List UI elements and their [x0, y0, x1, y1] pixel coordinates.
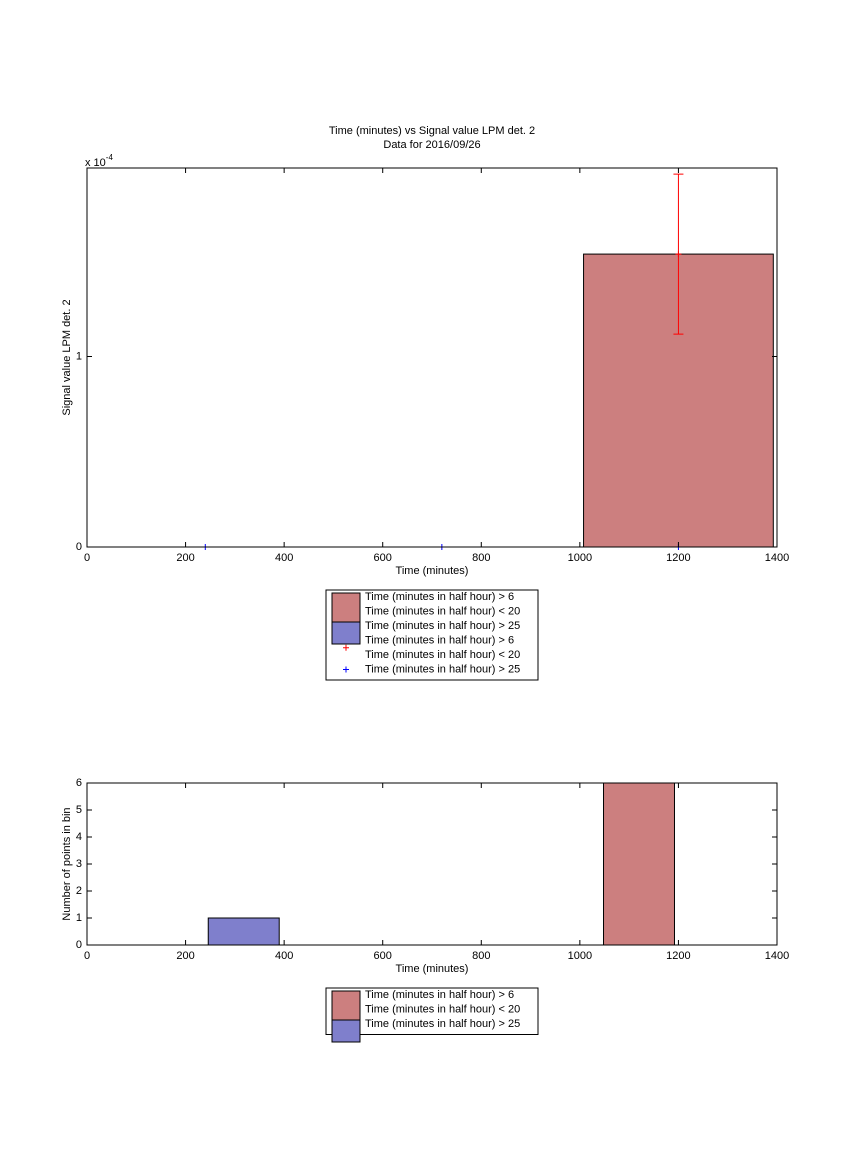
y-tick-label: 0 [76, 541, 82, 553]
legend-swatch [331, 990, 361, 1021]
legend-label: Time (minutes in half hour) < 20 [365, 649, 520, 661]
x-tick-label: 800 [472, 950, 490, 962]
x-tick-label: 1400 [765, 552, 789, 564]
y-multiplier-exponent: -4 [106, 153, 114, 162]
histogram-bar [603, 782, 675, 946]
legend-label: Time (minutes in half hour) < 20 [365, 1003, 520, 1015]
y-tick-label: 5 [76, 804, 82, 816]
y-tick-label: 1 [76, 912, 82, 924]
y-tick-label: 0 [76, 939, 82, 951]
marker [675, 251, 682, 258]
legend-swatch [331, 592, 361, 623]
axes-box [86, 167, 778, 548]
y-tick-label: 3 [76, 858, 82, 870]
legend-marker [343, 666, 349, 673]
chart-title: Data for 2016/09/26 [383, 139, 480, 151]
legend-label: Time (minutes in half hour) > 25 [365, 663, 520, 675]
legend-label: Time (minutes in half hour) > 6 [365, 591, 514, 603]
legend-label: Time (minutes in half hour) > 25 [365, 1018, 520, 1030]
x-tick-label: 1400 [765, 950, 789, 962]
x-tick-label: 0 [84, 552, 90, 564]
legend-swatch [331, 621, 361, 645]
x-tick-label: 0 [84, 950, 90, 962]
y-axis-label: Number of points in bin [61, 807, 73, 920]
x-tick-label: 200 [176, 950, 194, 962]
legend-label: Time (minutes in half hour) > 25 [365, 620, 520, 632]
y-axis-label: Signal value LPM det. 2 [61, 299, 73, 415]
x-axis-label: Time (minutes) [396, 963, 469, 975]
legend-swatch [331, 1019, 361, 1043]
x-tick-label: 1200 [666, 950, 690, 962]
legend-label: Time (minutes in half hour) > 6 [365, 634, 514, 646]
y-multiplier: x 10-4 [85, 153, 113, 169]
y-tick-label: 4 [76, 831, 82, 843]
legend-label: Time (minutes in half hour) < 20 [365, 605, 520, 617]
x-tick-label: 400 [275, 552, 293, 564]
x-tick-label: 1200 [666, 552, 690, 564]
y-tick-label: 1 [76, 350, 82, 362]
legend-box [325, 589, 539, 681]
y-tick-label: 2 [76, 885, 82, 897]
legend-label: Time (minutes in half hour) > 6 [365, 989, 514, 1001]
legend-box [325, 987, 539, 1035]
x-tick-label: 400 [275, 950, 293, 962]
y-tick-label: 6 [76, 777, 82, 789]
x-tick-label: 1000 [568, 552, 592, 564]
legend-marker [343, 644, 349, 651]
x-tick-label: 1000 [568, 950, 592, 962]
x-tick-label: 600 [374, 552, 392, 564]
x-tick-label: 200 [176, 552, 194, 564]
histogram-bar [207, 917, 280, 946]
chart-title: Time (minutes) vs Signal value LPM det. … [329, 125, 535, 137]
x-axis-label: Time (minutes) [396, 565, 469, 577]
y-multiplier-base: x 10 [85, 157, 106, 169]
x-tick-label: 800 [472, 552, 490, 564]
x-tick-label: 600 [374, 950, 392, 962]
